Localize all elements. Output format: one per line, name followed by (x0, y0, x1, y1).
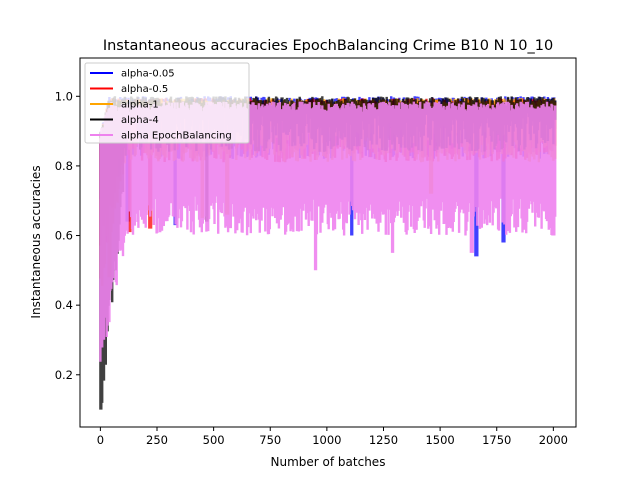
x-tick-label: 1500 (425, 433, 454, 447)
x-axis-label: Number of batches (271, 455, 386, 469)
x-tick-label: 750 (259, 433, 281, 447)
y-tick-label: 0.8 (55, 159, 73, 173)
legend-label: alpha EpochBalancing (121, 131, 232, 142)
y-tick-label: 0.4 (55, 298, 73, 312)
x-tick-label: 500 (203, 433, 225, 447)
legend-box (84, 62, 250, 144)
legend-label: alpha-1 (121, 100, 159, 111)
y-tick-label: 1.0 (55, 89, 73, 103)
x-tick-label: 1000 (312, 433, 341, 447)
y-axis-ticks: 0.2 0.4 0.6 0.8 1.0 (55, 89, 80, 382)
x-tick-label: 0 (97, 433, 104, 447)
legend-label: alpha-4 (121, 115, 159, 126)
plot-frame (79, 57, 577, 428)
legend: alpha-0.05 alpha-0.5 alpha-1 alpha-4 alpha E… (84, 62, 250, 144)
x-tick-label: 2000 (539, 433, 568, 447)
x-tick-label: 1250 (369, 433, 398, 447)
y-tick-label: 0.2 (55, 368, 73, 382)
x-axis-ticks: 0 250 500 750 1000 1250 1500 1750 2000 (97, 427, 568, 447)
chart-title: Instantaneous accuracies EpochBalancing … (103, 38, 553, 54)
series-alpha-epochbalancing-line (99, 101, 557, 362)
legend-label: alpha-0.05 (121, 69, 175, 80)
y-tick-label: 0.6 (55, 229, 73, 243)
x-tick-label: 250 (146, 433, 168, 447)
x-tick-label: 1750 (482, 433, 511, 447)
legend-label: alpha-0.5 (121, 84, 168, 95)
y-axis-label: Instantaneous accuracies (29, 165, 43, 318)
